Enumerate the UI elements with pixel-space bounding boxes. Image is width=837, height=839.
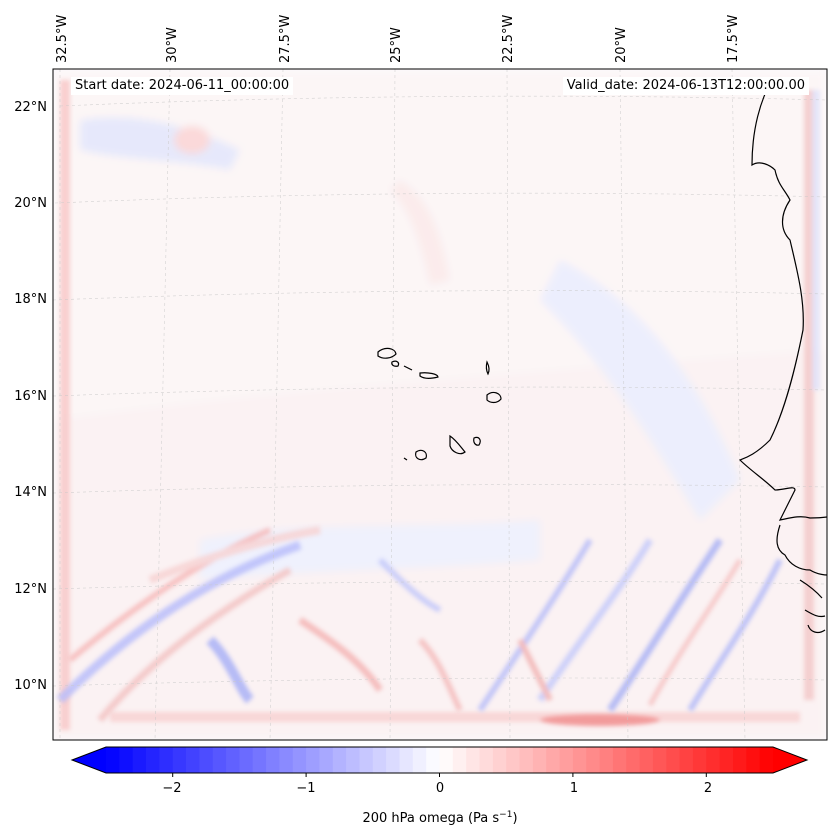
colorbar-cell	[652, 747, 667, 773]
colorbar-cell	[506, 747, 520, 773]
colorbar-cell	[159, 747, 174, 773]
colorbar-cell	[319, 747, 334, 773]
colorbar: −2 −1 0 1 2 200 hPa omega (Pa s−1)	[70, 746, 809, 826]
lon-label: 20°W	[614, 27, 629, 63]
colorbar-cell	[346, 747, 360, 773]
colorbar-cell	[546, 747, 560, 773]
colorbar-cell	[719, 747, 734, 773]
cape-verde-islands	[377, 347, 502, 461]
colorbar-cell	[626, 747, 640, 773]
colorbar-cell	[426, 747, 440, 773]
colorbar-cell	[612, 747, 627, 773]
lat-label: 16°N	[14, 389, 47, 404]
colorbar-extend-max	[773, 747, 807, 773]
colorbar-outline	[70, 746, 809, 774]
colorbar-cells	[72, 747, 807, 773]
lon-label: 22.5°W	[501, 15, 516, 63]
colorbar-cell	[412, 747, 427, 773]
colorbar-cell	[452, 747, 467, 773]
colorbar-cell	[599, 747, 614, 773]
colorbar-tick-label: 0	[436, 781, 444, 796]
colorbar-cell	[132, 747, 147, 773]
colorbar-cell	[306, 747, 320, 773]
colorbar-cell	[746, 747, 761, 773]
valid-date-label: Valid_date: 2024-06-13T12:00:00.00	[562, 77, 809, 95]
lon-label: 17.5°W	[726, 15, 741, 63]
lat-label: 18°N	[14, 292, 47, 307]
colorbar-cell	[572, 747, 587, 773]
colorbar-cell	[226, 747, 240, 773]
colorbar-cell	[372, 747, 387, 773]
coastlines	[738, 77, 827, 634]
colorbar-cell	[732, 747, 747, 773]
colorbar-cell	[466, 747, 480, 773]
colorbar-cell	[386, 747, 400, 773]
lon-label: 25°W	[389, 27, 404, 63]
colorbar-cell	[399, 747, 414, 773]
colorbar-cell	[279, 747, 294, 773]
colorbar-cell	[186, 747, 200, 773]
colorbar-cell	[359, 747, 374, 773]
colorbar-cell	[479, 747, 494, 773]
colorbar-cell	[666, 747, 681, 773]
lat-label: 22°N	[14, 100, 47, 115]
colorbar-cell	[639, 747, 654, 773]
colorbar-cell	[199, 747, 214, 773]
colorbar-cell	[212, 747, 227, 773]
lon-label: 27.5°W	[278, 15, 293, 63]
colorbar-cell	[146, 747, 160, 773]
colorbar-cell	[332, 747, 347, 773]
colorbar-extend-min	[72, 747, 106, 773]
latitude-labels: 22°N 20°N 18°N 16°N 14°N 12°N 10°N	[14, 100, 47, 693]
colorbar-cell	[759, 747, 774, 773]
colorbar-cell	[266, 747, 280, 773]
colorbar-cell	[519, 747, 534, 773]
omega-field	[53, 69, 827, 740]
colorbar-tick-label: −2	[162, 781, 181, 796]
longitude-labels: 32.5°W 30°W 27.5°W 25°W 22.5°W 20°W 17.5…	[55, 15, 741, 63]
colorbar-cell	[586, 747, 600, 773]
colorbar-cell	[172, 747, 187, 773]
colorbar-cell	[239, 747, 254, 773]
colorbar-tick-label: 2	[704, 781, 712, 796]
lon-label: 30°W	[165, 27, 180, 63]
colorbar-cell	[706, 747, 721, 773]
lat-label: 10°N	[14, 678, 47, 693]
lat-label: 12°N	[14, 582, 47, 597]
lon-label: 32.5°W	[55, 15, 70, 63]
map-frame	[52, 68, 828, 741]
lat-label: 14°N	[14, 485, 47, 500]
colorbar-ticks	[172, 773, 707, 777]
colorbar-cell	[106, 747, 120, 773]
lat-label: 20°N	[14, 196, 47, 211]
colorbar-cell	[692, 747, 707, 773]
colorbar-cell	[559, 747, 574, 773]
colorbar-cell	[119, 747, 134, 773]
colorbar-tick-label: −1	[296, 781, 315, 796]
colorbar-cell	[492, 747, 507, 773]
colorbar-cell	[252, 747, 267, 773]
graticule	[53, 69, 827, 740]
colorbar-tick-label: 1	[570, 781, 578, 796]
start-date-label: Start date: 2024-06-11_00:00:00	[71, 77, 294, 95]
colorbar-cell	[439, 747, 454, 773]
colorbar-cell	[292, 747, 307, 773]
colorbar-cell	[679, 747, 694, 773]
colorbar-cell	[532, 747, 547, 773]
colorbar-label: 200 hPa omega (Pa s−1)	[362, 810, 517, 826]
